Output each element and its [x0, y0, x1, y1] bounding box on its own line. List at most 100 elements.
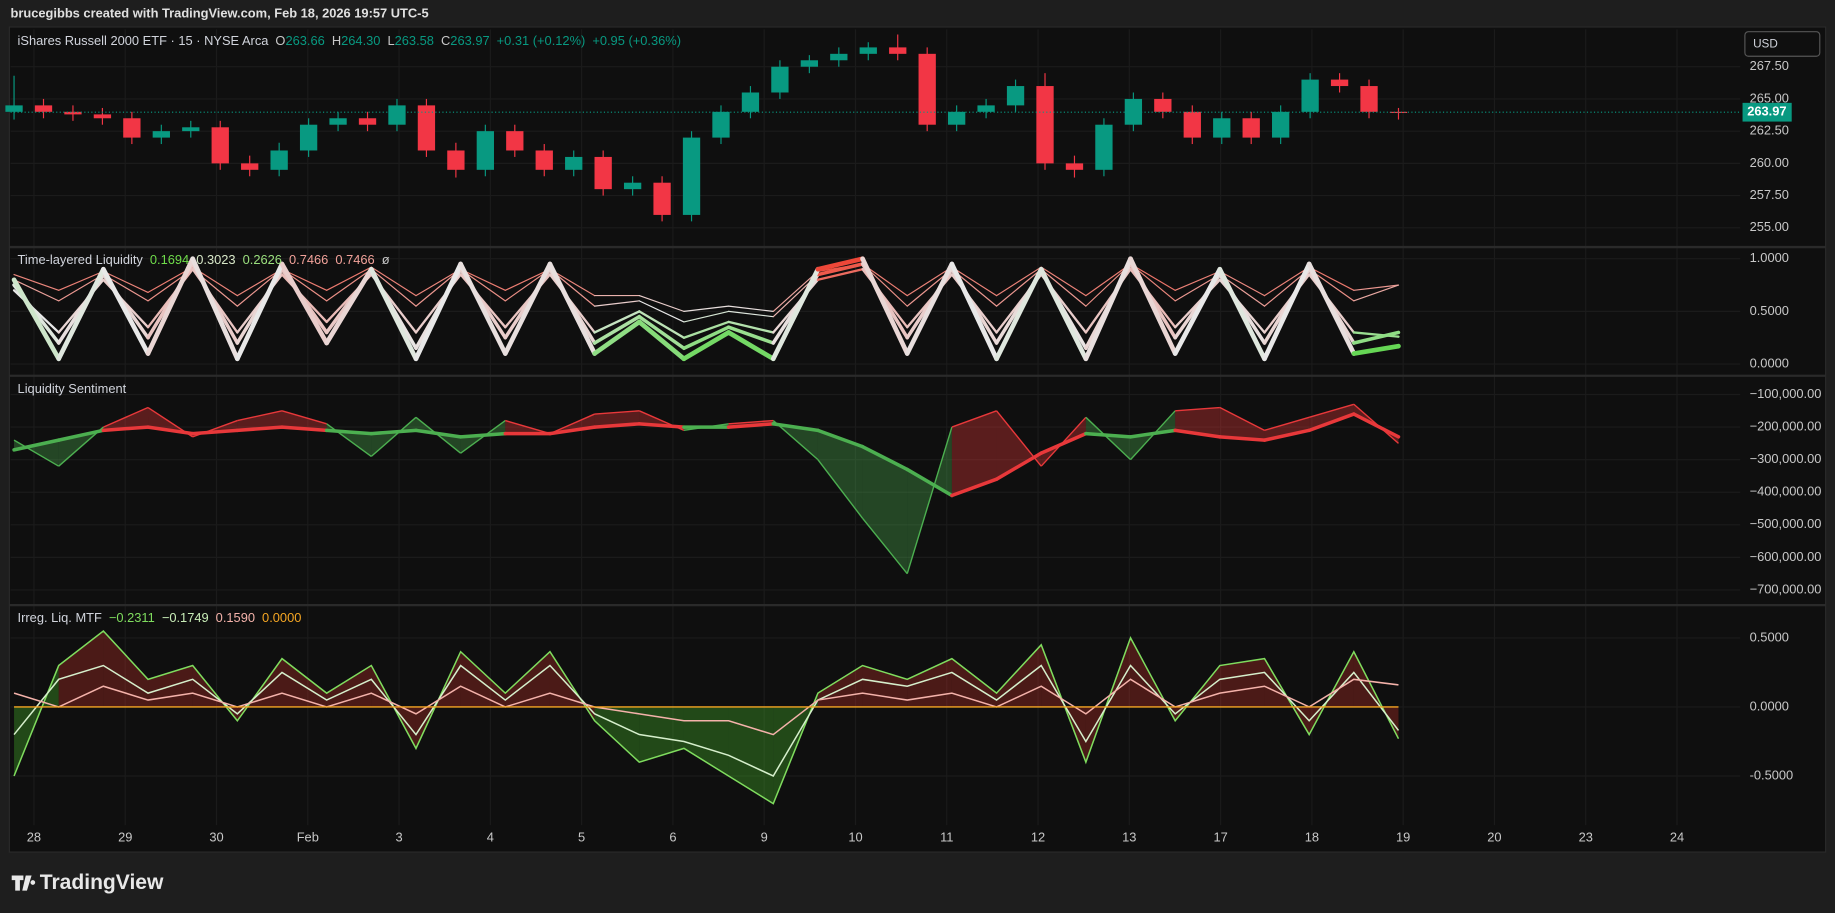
slow-line-segment: [592, 422, 642, 429]
liquidity-line-segment: [56, 266, 106, 362]
liquidity-line-segment: [637, 314, 686, 351]
slow-line-segment: [324, 428, 374, 436]
y-tick-label: -0.5000: [1750, 767, 1794, 782]
fast-line-segment: [594, 410, 640, 415]
liquidity-line-segment: [547, 261, 597, 356]
liquidity-line-segment: [549, 268, 596, 297]
slow-line-segment: [235, 425, 284, 433]
slow-line-segment: [994, 451, 1043, 481]
last-price-badge: [1742, 102, 1792, 122]
x-tick-label: 17: [1213, 829, 1227, 844]
candle-body: [653, 182, 671, 215]
slow-line-segment: [146, 425, 195, 436]
liquidity-line-segment: [1040, 268, 1087, 307]
liquidity-line-segment: [1308, 266, 1355, 291]
y-tick-label: 0.0000: [1750, 698, 1789, 713]
liquidity-line-segment: [1038, 266, 1089, 362]
liquidity-line-segment: [370, 266, 417, 297]
liquidity-line-segment: [682, 320, 730, 339]
liquidity-line-segment: [995, 268, 1042, 307]
candle-body: [270, 150, 288, 170]
liquidity-line-segment: [726, 325, 776, 345]
fast-line-segment: [370, 416, 417, 457]
slow-line-segment: [1173, 428, 1222, 439]
candle-body: [182, 127, 200, 132]
candle-body: [1154, 98, 1172, 112]
liquidity-line-segment: [638, 310, 686, 339]
liquidity-line-segment: [638, 300, 685, 323]
slow-line-segment: [280, 425, 329, 433]
x-tick-label: 24: [1670, 829, 1684, 844]
legend-suffix: ø: [382, 252, 390, 267]
fast-line-segment: [1308, 403, 1355, 418]
slow-line-segment: [1039, 431, 1088, 455]
fast-line-segment: [772, 420, 819, 461]
liquidity-line-segment: [326, 268, 372, 302]
liquidity-line-segment: [681, 330, 731, 362]
liquidity-line-segment: [726, 330, 776, 362]
liquidity-line-segment: [683, 310, 730, 323]
liquidity-line-segment: [1128, 256, 1178, 356]
pane-title: iShares Russell 2000 ETF · 15 · NYSE Arc…: [18, 34, 270, 49]
oscillator-fill: [1219, 658, 1265, 707]
currency-label[interactable]: USD: [1753, 38, 1778, 51]
liquidity-line-segment: [1217, 266, 1267, 362]
slow-line-segment: [950, 477, 999, 498]
liquidity-line-segment: [816, 268, 864, 281]
y-tick-label: 0.5000: [1750, 303, 1789, 318]
oscillator-line: [13, 678, 1399, 736]
candle-body: [1301, 79, 1319, 112]
legend-value: 0.7466: [335, 252, 374, 267]
ohlc-value: 263.97: [450, 34, 489, 49]
candle-body: [123, 118, 141, 138]
candle-body: [1272, 111, 1290, 138]
oscillator-fill: [594, 706, 640, 763]
candle-body: [1183, 111, 1201, 138]
slow-line-segment: [190, 428, 240, 436]
liquidity-line-segment: [502, 261, 553, 356]
ohlc-key: H: [332, 34, 341, 49]
slow-line-segment: [1262, 428, 1311, 442]
liquidity-line-segment: [58, 270, 104, 291]
fast-line-segment: [1085, 416, 1132, 461]
liquidity-line-segment: [1083, 256, 1133, 362]
liquidity-line-segment: [1351, 343, 1401, 356]
liquidity-line-segment: [770, 266, 821, 362]
y-tick-label: 0.0000: [1750, 355, 1789, 370]
fast-line-segment: [906, 426, 953, 574]
header-text: brucegibbs created with TradingView.com,…: [11, 6, 429, 21]
x-tick-label: 5: [578, 829, 585, 844]
liquidity-line-segment: [236, 268, 283, 297]
candle-body: [741, 92, 760, 112]
y-tick-label: 257.50: [1750, 187, 1789, 202]
slow-line-segment: [101, 425, 150, 433]
liquidity-line-segment: [370, 268, 417, 307]
oscillator-fill: [460, 651, 506, 707]
legend-value: 0.3023: [196, 252, 235, 267]
x-tick-label: 29: [118, 829, 132, 844]
currency-button[interactable]: [1744, 31, 1821, 57]
liquidity-line-segment: [592, 319, 642, 356]
legend-value: 0.2626: [243, 252, 282, 267]
candle-body: [1242, 118, 1260, 138]
liquidity-line-segment: [1129, 263, 1176, 291]
liquidity-line-segment: [815, 256, 865, 272]
liquidity-line-segment: [504, 268, 551, 291]
candle-body: [1213, 118, 1231, 138]
fast-line-segment: [951, 410, 997, 428]
legend-value: 0.1694: [150, 252, 189, 267]
x-tick-label: 10: [848, 829, 862, 844]
liquidity-line-segment: [415, 268, 462, 297]
candle-body: [506, 131, 524, 151]
candle-body: [211, 127, 229, 164]
y-tick-label: −600,000.00: [1750, 549, 1822, 564]
candle-body: [918, 53, 936, 125]
y-tick-label: 265.00: [1750, 90, 1789, 105]
liquidity-line-segment: [1262, 261, 1312, 362]
candle-body: [1065, 163, 1084, 170]
candle-body: [241, 163, 259, 170]
x-tick-label: 6: [669, 829, 676, 844]
liquidity-line-segment: [1085, 263, 1132, 297]
oscillator-fill: [683, 706, 729, 776]
